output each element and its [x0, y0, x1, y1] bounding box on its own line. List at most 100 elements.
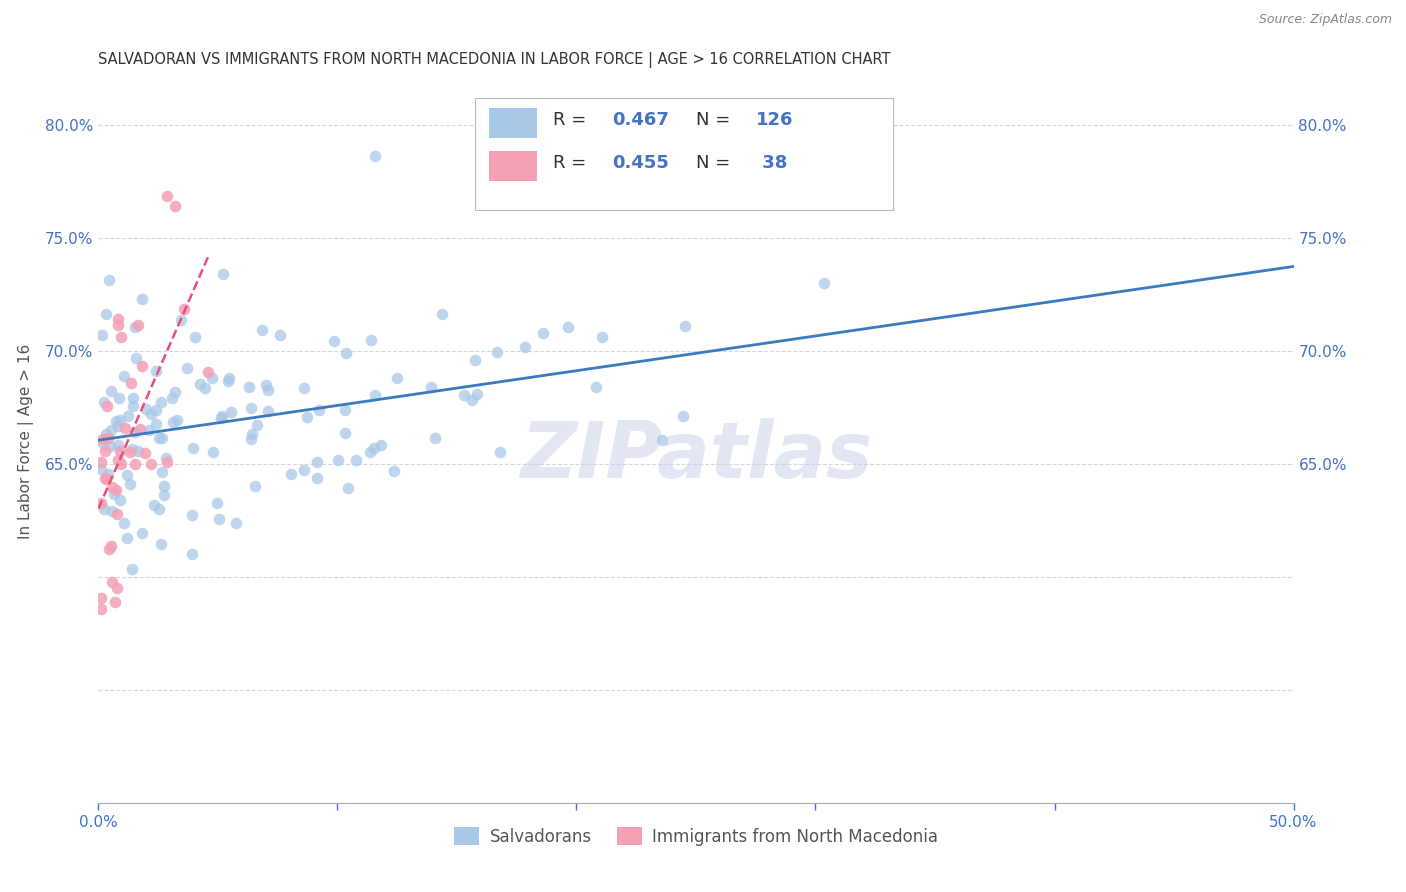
Point: [163, 384, 186, 399]
Point: [153, 488, 176, 502]
Point: [651, 433, 673, 447]
Point: [150, 431, 173, 445]
Point: [360, 333, 382, 347]
Point: [94, 471, 117, 485]
Point: [121, 562, 143, 576]
Point: [430, 307, 453, 321]
Point: [323, 334, 346, 348]
Point: [335, 403, 357, 417]
Point: [142, 498, 165, 512]
Point: [217, 374, 239, 388]
Point: [96, 307, 118, 321]
Point: [250, 323, 273, 337]
Point: [90, 327, 112, 342]
Point: [254, 377, 277, 392]
Point: [131, 525, 153, 540]
Point: [308, 403, 330, 417]
Point: [90, 495, 112, 509]
Point: [101, 574, 124, 589]
Point: [673, 319, 696, 334]
Point: [94, 444, 117, 458]
Point: [107, 419, 129, 434]
Point: [672, 409, 695, 423]
Point: [110, 457, 132, 471]
Point: [96, 399, 118, 413]
Point: [162, 391, 184, 405]
Point: [337, 481, 360, 495]
Point: [149, 395, 172, 409]
Point: [124, 425, 146, 440]
Text: R =: R =: [553, 111, 592, 129]
Point: [112, 516, 135, 531]
Point: [201, 370, 224, 384]
Point: [103, 487, 125, 501]
Point: [225, 516, 247, 530]
Point: [173, 302, 195, 317]
Point: [197, 365, 219, 379]
Point: [246, 417, 269, 432]
FancyBboxPatch shape: [489, 151, 537, 181]
Point: [98, 439, 121, 453]
Point: [165, 199, 187, 213]
Point: [531, 326, 554, 340]
Point: [209, 411, 232, 425]
Text: ZIPatlas: ZIPatlas: [520, 418, 872, 494]
Point: [238, 380, 260, 394]
Point: [94, 472, 117, 486]
Point: [364, 388, 387, 402]
Point: [194, 381, 217, 395]
Point: [240, 432, 263, 446]
Y-axis label: In Labor Force | Age > 16: In Labor Force | Age > 16: [18, 344, 34, 539]
Point: [114, 421, 136, 435]
Point: [180, 508, 202, 522]
Point: [145, 417, 167, 431]
Point: [207, 496, 229, 510]
Point: [100, 539, 122, 553]
Point: [124, 457, 146, 471]
FancyBboxPatch shape: [489, 108, 537, 138]
Text: R =: R =: [553, 154, 592, 172]
Point: [107, 453, 129, 467]
Legend: Salvadorans, Immigrants from North Macedonia: Salvadorans, Immigrants from North Maced…: [447, 821, 945, 852]
Text: SALVADORAN VS IMMIGRANTS FROM NORTH MACEDONIA IN LABOR FORCE | AGE > 16 CORRELAT: SALVADORAN VS IMMIGRANTS FROM NORTH MACE…: [98, 52, 891, 68]
Point: [107, 318, 129, 333]
Text: N =: N =: [696, 154, 735, 172]
Text: 126: 126: [756, 111, 793, 129]
Point: [98, 273, 121, 287]
Point: [127, 318, 149, 332]
Point: [145, 364, 167, 378]
Point: [122, 400, 145, 414]
Point: [156, 189, 179, 203]
Point: [124, 320, 146, 334]
Point: [423, 431, 446, 445]
Point: [294, 381, 316, 395]
Text: 0.455: 0.455: [613, 154, 669, 172]
Point: [104, 414, 127, 428]
Point: [485, 345, 508, 359]
Point: [176, 361, 198, 376]
Point: [420, 380, 443, 394]
Point: [121, 442, 143, 457]
Point: [201, 445, 224, 459]
Point: [269, 328, 291, 343]
Point: [108, 413, 131, 427]
Point: [333, 426, 356, 441]
Point: [131, 359, 153, 373]
Point: [208, 512, 231, 526]
Point: [139, 458, 162, 472]
Point: [129, 422, 152, 436]
Point: [188, 377, 211, 392]
Point: [91, 435, 114, 450]
Point: [184, 330, 207, 344]
Point: [297, 410, 319, 425]
Point: [344, 453, 367, 467]
Point: [305, 455, 328, 469]
Point: [100, 423, 122, 437]
Point: [97, 431, 120, 445]
Point: [125, 351, 148, 366]
Point: [152, 466, 174, 480]
Point: [239, 401, 262, 416]
Point: [243, 479, 266, 493]
Point: [90, 462, 112, 476]
Point: [257, 383, 280, 397]
